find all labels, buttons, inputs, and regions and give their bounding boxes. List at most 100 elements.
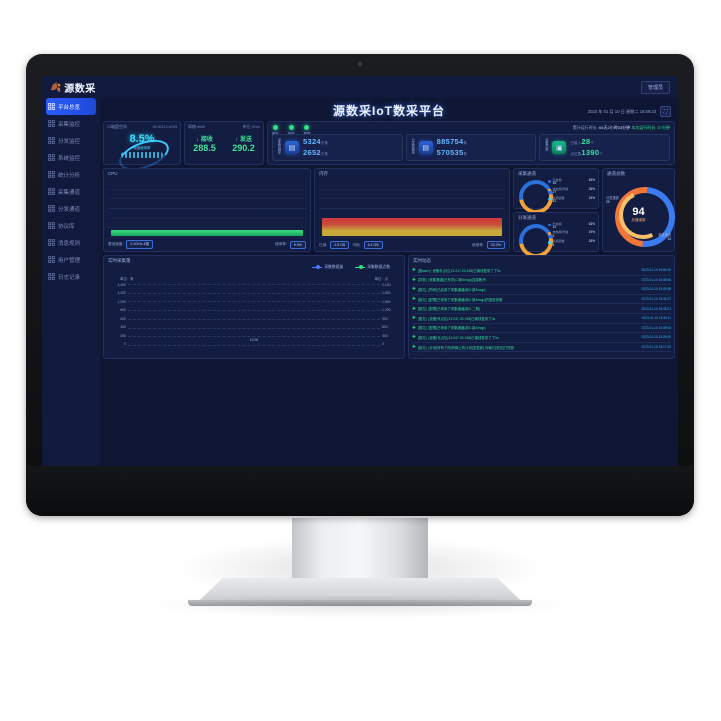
legend-swatch-icon <box>548 197 551 201</box>
gridline-5 <box>128 327 380 329</box>
cpu-plot-grid <box>108 180 306 238</box>
donut-legend-percent: 48% <box>588 178 595 182</box>
sidebar-item-9[interactable]: 用户管理 <box>42 251 100 268</box>
activity-row[interactable]: ✚ [报文] [配置]已停用了采集通道(新C:新Amqp) 2023-01-10 15… <box>412 324 671 334</box>
cpu-panel-title: CPU <box>108 171 118 176</box>
sidebar-item-4[interactable]: 统计分析 <box>42 166 100 183</box>
monitor-icon <box>48 120 55 127</box>
fullscreen-icon[interactable]: ⛶ <box>660 106 671 117</box>
kpi-card-0: 采集数据量 ▤ 5324万条 2652万条 <box>272 134 403 161</box>
network-down-label: 接收 <box>200 137 213 143</box>
activity-list[interactable]: ✚ [报warn] 设备写点位(13:247.25.198)已离线登录了了0s 202… <box>412 266 671 355</box>
database-icon: ▤ <box>285 141 299 154</box>
activity-row[interactable]: ✚ [报文] [计划]所有了的[有输土的计划]发更新] 传输已[测试]门所放 2023… <box>412 343 671 353</box>
monitor-foot-lip <box>188 600 532 606</box>
plus-icon: ✚ <box>412 315 416 321</box>
legend-swatch-icon <box>548 232 551 235</box>
channel-gauge-right-value: 24 <box>667 236 671 241</box>
disk-card-value-label: 38.6/512.6GB <box>152 124 177 129</box>
channel-gauge-title: 通道总数 <box>607 171 625 176</box>
kpi-card-side-label: 采集数据量 <box>277 137 281 154</box>
activity-time: 2023-01-10 15:45:58 <box>641 287 671 292</box>
activity-row[interactable]: ✚ [异常] [采集通道]已写同(C:新Amqp)连接断开! 2023-01-10 1… <box>412 276 671 286</box>
channel-gauge-left-label: 分发通道 <box>606 196 619 200</box>
plus-icon: ✚ <box>412 334 416 340</box>
memory-panel: 内存 已用: 2.5 GB 可用: 4.4 GB 使用率: 33.2% <box>314 168 510 252</box>
sidebar-item-10[interactable]: 日志记录 <box>42 268 100 285</box>
ytick-left-3: 800 <box>120 308 126 313</box>
sidebar-item-6[interactable]: 分发通道 <box>42 200 100 217</box>
activity-tag: [报文] <box>417 335 427 340</box>
donut-legend-text: 总通道数 11 <box>552 195 565 204</box>
sidebar-item-0[interactable]: 平台总览 <box>46 98 96 115</box>
sidebar-item-2[interactable]: 分发监控 <box>42 132 100 149</box>
sidebar-item-7[interactable]: 协议库 <box>42 217 100 234</box>
kpi-card-unit: 万条 <box>320 151 329 156</box>
monitor-bezel: 🍂 源数采 管理员 平台总览 采集监控 分发监控 系统监控 统计分析 采集通道 分发通道 协议… <box>26 54 694 516</box>
uptime-run-value: 64天2小时33分钟 <box>599 125 631 130</box>
trend-legend-item-1[interactable]: 采集数据点数 <box>355 265 390 270</box>
activity-message: [配置]已停用了采集通道(新C:新Amqp) <box>428 326 486 331</box>
activity-panel: 实时动态 ✚ [报warn] 设备写点位(13:247.25.198)已离线登录了了… <box>408 255 675 359</box>
donut-legend-row: 未启用/异常 27 36% <box>548 186 595 195</box>
activity-row[interactable]: ✚ [报文] [配置]已停用了采集通道(新C:二期) 2023-01-10 15:45… <box>412 304 671 314</box>
activity-message: [采集通道]已写同(C:新Amqp)连接断开! <box>428 278 487 283</box>
activity-row[interactable]: ✚[报文1][配置]生成停了[达采集联试系统化s]2023-01-10 15:1… <box>412 352 671 355</box>
sidebar-item-label: 日志记录 <box>58 274 81 281</box>
donut-column: 采集通道 已启用 16 48% 未启用/异常 27 36% 总通道数 11 15% 分发通道 已启用 1… <box>512 168 599 265</box>
sidebar-item-8[interactable]: 消息规则 <box>42 234 100 251</box>
donut-legend-text: 未启用/异常 27 <box>552 186 569 195</box>
activity-row[interactable]: ✚ [报文] [设备]写点位(13:247.25.198)已离线登录了了0s 2023… <box>412 333 671 343</box>
ytick-left-1: 1,200 <box>117 291 127 296</box>
brand-logo[interactable]: 🍂 源数采 <box>50 80 96 95</box>
plus-icon: ✚ <box>412 296 416 302</box>
chart-pie-icon <box>48 171 55 178</box>
kpi-card-value-1: 2652万条 <box>303 147 329 157</box>
gauge-dots-icon <box>121 152 163 158</box>
monitor-neck <box>292 518 428 580</box>
device-icon: ▣ <box>552 141 567 154</box>
datetime-label: 2023 年 01 月 10 日 星期二 16:59:23 <box>587 108 656 114</box>
database-icon: ▤ <box>418 141 433 154</box>
sidebar-item-label: 系统监控 <box>58 155 81 162</box>
activity-time: 2023-01-10 15:26:30 <box>641 335 671 340</box>
memory-free-label: 可用: <box>352 242 361 247</box>
admin-button[interactable]: 管理员 <box>640 81 670 94</box>
sidebar: 平台总览 采集监控分发监控系统监控统计分析 采集通道 分发通道 协议库 消息规则用户管理日… <box>42 98 101 466</box>
activity-row[interactable]: ✚ [报warn] 设备写点位(13:247.25.198)已离线登录了了0s 202… <box>412 266 671 276</box>
kpi-card-unit: 个 <box>590 141 595 146</box>
donut-legend-percent: 63% <box>588 221 595 226</box>
network-unit-label: 单位 KB/s <box>242 124 260 129</box>
app-topbar: 🍂 源数采 管理员 <box>42 76 678 99</box>
disk-gauge: 8.5% 磁盘使用率 <box>112 131 173 177</box>
trend-legend-item-0[interactable]: 采集数据量 <box>312 265 343 270</box>
arrow-down-icon: ↓ <box>196 137 200 143</box>
activity-message: [配置]已停用了采集通道(新C:二期) <box>428 307 481 312</box>
sidebar-item-label: 分发监控 <box>58 138 81 145</box>
activity-row[interactable]: ✚ [报文] [设备]写点位(13:247.25.198)已离线登录了0s 2023-… <box>412 314 671 324</box>
plus-icon: ✚ <box>412 305 416 311</box>
plus-icon: ✚ <box>412 276 416 282</box>
ytick-right-4: 900 <box>382 316 388 321</box>
donut-panel-title: 分发通道 <box>518 214 536 220</box>
arrow-up-icon: ↑ <box>235 137 239 143</box>
channel-gauge-right-tag: 采集通道 24 <box>658 233 671 241</box>
sidebar-item-label: 用户管理 <box>58 257 81 264</box>
activity-message: [配置]已停用了采集通道(新C:新Amqp)的基准参数 <box>428 297 503 302</box>
sidebar-item-3[interactable]: 系统监控 <box>42 149 100 166</box>
donut-legend-row: 已启用 16 48% <box>548 178 595 186</box>
sidebar-item-1[interactable]: 采集监控 <box>42 115 100 132</box>
activity-row[interactable]: ✚ [报文] [所有]已启用了采集通道(新C:新Amqp) 2023-01-10 15… <box>412 285 671 295</box>
channel-gauge-left-tag: 分发通道 29 <box>606 196 619 204</box>
uptime-line: 累计运行时长: 64天2小时33分钟 本次运行时长: 57分钟 <box>573 125 670 131</box>
activity-row[interactable]: ✚ [报文] [配置]已停用了采集通道(新C:新Amqp)的基准参数 2023-01-… <box>412 295 671 305</box>
gridline-1 <box>128 292 380 294</box>
log-icon <box>48 273 55 280</box>
plus-icon: ✚ <box>412 324 416 330</box>
donut-legend-value: 4 <box>552 242 555 247</box>
sidebar-item-5[interactable]: 采集通道 <box>42 183 100 200</box>
activity-time: 2023-01-10 15:45:37 <box>641 297 671 302</box>
uptime-today-value: 57分钟 <box>657 125 670 130</box>
network-card: 网络 eth0 单位 KB/s ↓ 接收 288.5 <box>184 121 264 165</box>
channel-gauge-value: 94 <box>632 206 645 218</box>
